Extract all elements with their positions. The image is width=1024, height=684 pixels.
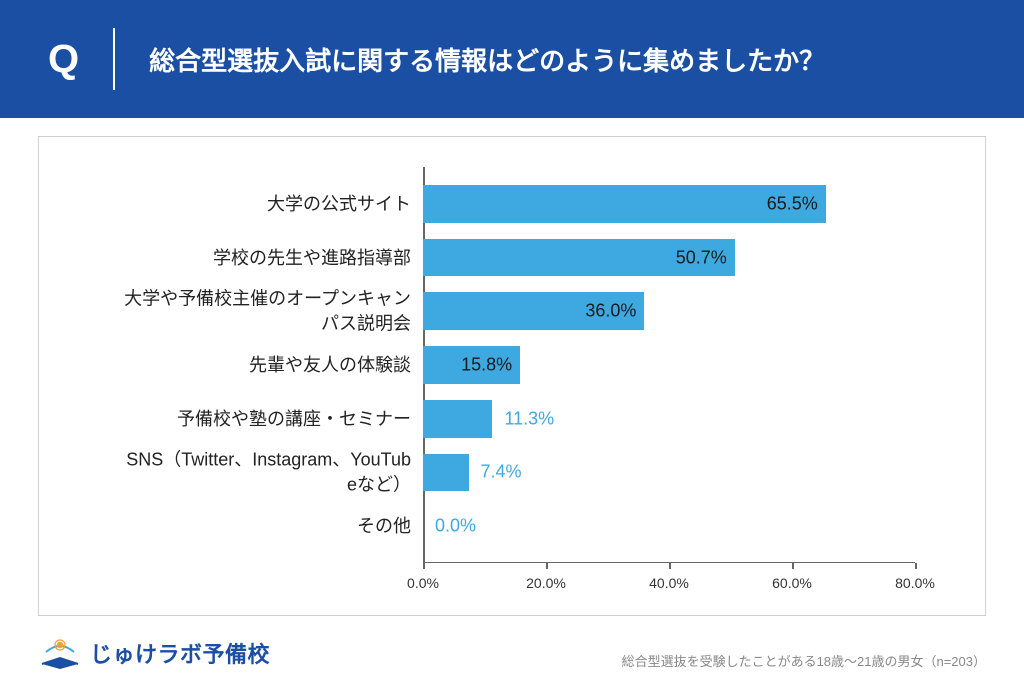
category-label: 先輩や友人の体験談	[41, 353, 411, 377]
bar-row: SNS（Twitter、Instagram、YouTubeなど）7.4%	[423, 454, 915, 492]
x-tick-label: 80.0%	[895, 575, 935, 591]
bar-row: 大学の公式サイト65.5%	[423, 185, 915, 223]
category-label: 予備校や塾の講座・セミナー	[41, 407, 411, 431]
bar-row: 大学や予備校主催のオープンキャンパス説明会36.0%	[423, 292, 915, 330]
x-tick-label: 40.0%	[649, 575, 689, 591]
category-label: 大学の公式サイト	[41, 192, 411, 216]
plot-area: 0.0%20.0%40.0%60.0%80.0%大学の公式サイト65.5%学校の…	[423, 167, 915, 563]
bar-row: その他0.0%	[423, 507, 915, 545]
chart-container: 0.0%20.0%40.0%60.0%80.0%大学の公式サイト65.5%学校の…	[38, 136, 986, 616]
x-tick-label: 20.0%	[526, 575, 566, 591]
x-tick	[915, 563, 917, 569]
category-label: その他	[41, 514, 411, 538]
category-label: 大学や予備校主催のオープンキャンパス説明会	[41, 287, 411, 336]
logo-icon	[38, 636, 82, 670]
value-label: 7.4%	[481, 462, 522, 483]
logo: じゅけラボ予備校	[38, 636, 270, 670]
x-tick	[669, 563, 671, 569]
x-tick	[423, 563, 425, 569]
x-tick-label: 0.0%	[407, 575, 439, 591]
value-label: 15.8%	[461, 354, 512, 375]
category-label: SNS（Twitter、Instagram、YouTubeなど）	[41, 448, 411, 497]
value-label: 11.3%	[504, 408, 554, 429]
logo-text: じゅけラボ予備校	[90, 637, 270, 669]
value-label: 36.0%	[585, 301, 636, 322]
bar	[423, 185, 826, 223]
value-label: 65.5%	[767, 193, 818, 214]
bar	[423, 400, 492, 438]
x-tick-label: 60.0%	[772, 575, 812, 591]
footer: じゅけラボ予備校 総合型選抜を受験したことがある18歳～21歳の男女（n=203…	[38, 636, 986, 670]
bar-row: 先輩や友人の体験談15.8%	[423, 346, 915, 384]
x-tick	[792, 563, 794, 569]
x-tick	[546, 563, 548, 569]
question-text: 総合型選抜入試に関する情報はどのように集めましたか？	[115, 41, 825, 78]
value-label: 0.0%	[435, 516, 476, 537]
value-label: 50.7%	[676, 247, 727, 268]
bar-row: 学校の先生や進路指導部50.7%	[423, 239, 915, 277]
category-label: 学校の先生や進路指導部	[41, 245, 411, 269]
bar	[423, 454, 469, 492]
header: Q 総合型選抜入試に関する情報はどのように集めましたか？	[0, 0, 1024, 118]
q-mark: Q	[48, 28, 115, 90]
bar-row: 予備校や塾の講座・セミナー11.3%	[423, 400, 915, 438]
sample-note: 総合型選抜を受験したことがある18歳～21歳の男女（n=203）	[622, 651, 986, 670]
